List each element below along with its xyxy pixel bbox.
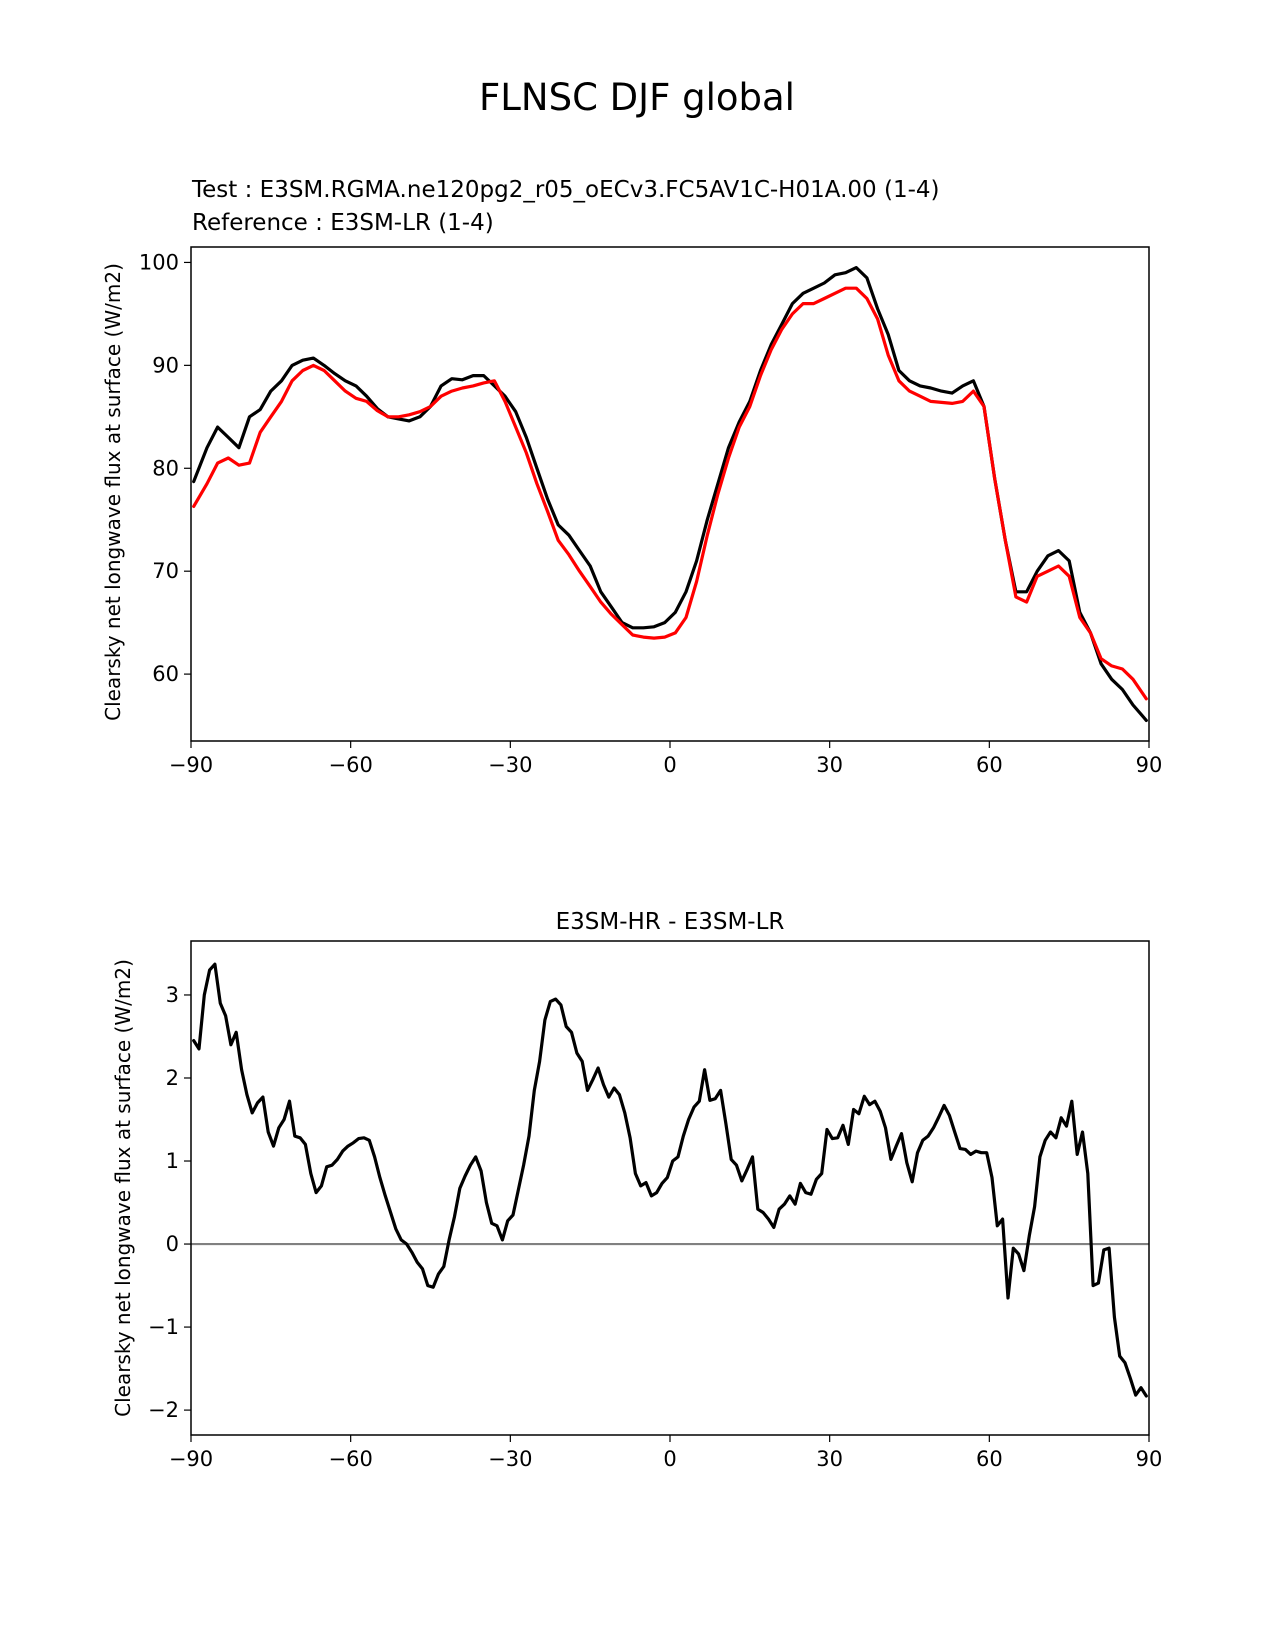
bottom-x-tick-label: −60 [329,1447,373,1471]
top-x-tick-label: 60 [976,753,1003,777]
top-axes-frame [190,246,1150,742]
bottom-axes-frame [190,940,1150,1436]
difference-series-line [192,962,1148,1398]
top-panel: Test : E3SM.RGMA.ne120pg2_r05_oECv3.FC5A… [101,177,1162,777]
bottom-x-tick-label: −30 [488,1447,532,1471]
top-y-axis-label: Clearsky net longwave flux at surface (W… [101,263,125,721]
bottom-series [191,962,1149,1398]
bottom-ticks: −90 −60 −30 0 30 60 90 −2 −1 0 1 2 3 [148,983,1162,1471]
bottom-y-tick-label: 0 [166,1232,179,1256]
bottom-y-axis-label: Clearsky net longwave flux at surface (W… [111,959,135,1417]
bottom-x-tick-label: 90 [1136,1447,1163,1471]
bottom-x-tick-label: −90 [169,1447,213,1471]
bottom-y-tick-label: 2 [166,1066,179,1090]
figure-title: FLNSC DJF global [479,76,795,119]
test-series-line [192,266,1148,723]
top-y-tick-label: 70 [152,559,179,583]
top-y-tick-label: 60 [152,662,179,686]
top-x-tick-label: −30 [488,753,532,777]
top-y-tick-label: 80 [152,456,179,480]
bottom-y-tick-label: 1 [166,1149,179,1173]
bottom-y-tick-label: 3 [166,983,179,1007]
test-title: Test : E3SM.RGMA.ne120pg2_r05_oECv3.FC5A… [191,177,939,203]
reference-series-line [192,286,1148,701]
top-x-tick-label: 90 [1136,753,1163,777]
difference-title: E3SM-HR - E3SM-LR [556,909,785,935]
bottom-x-tick-label: 30 [816,1447,843,1471]
bottom-y-tick-label: −2 [148,1398,179,1422]
top-x-tick-label: −60 [329,753,373,777]
top-series [192,266,1148,723]
top-x-tick-label: 30 [816,753,843,777]
top-x-tick-label: 0 [663,753,676,777]
top-y-tick-label: 100 [139,250,179,274]
reference-title: Reference : E3SM-LR (1-4) [192,210,494,236]
top-y-tick-label: 90 [152,353,179,377]
bottom-x-tick-label: 0 [663,1447,676,1471]
bottom-x-tick-label: 60 [976,1447,1003,1471]
bottom-panel: E3SM-HR - E3SM-LR Clearsky net longwave … [111,909,1162,1471]
bottom-y-tick-label: −1 [148,1315,179,1339]
top-ticks: −90 −60 −30 0 30 60 90 60 70 80 90 100 [139,250,1162,777]
top-x-tick-label: −90 [169,753,213,777]
